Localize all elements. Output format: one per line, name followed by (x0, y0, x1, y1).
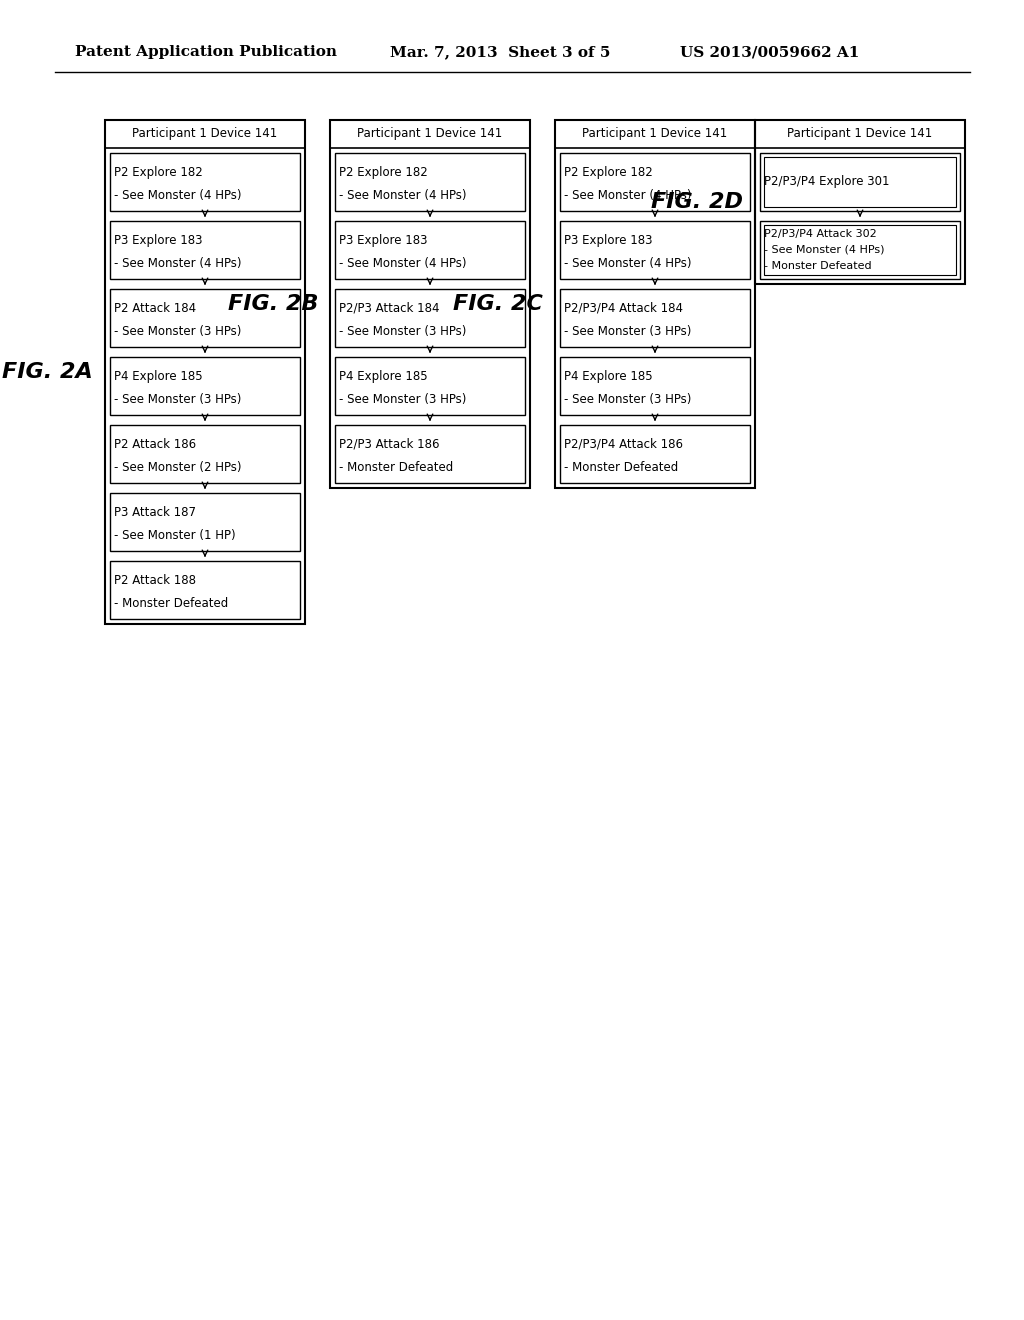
Text: - Monster Defeated: - Monster Defeated (764, 260, 871, 271)
Bar (760, 153, 961, 211)
Text: Participant 1 Device 141: Participant 1 Device 141 (583, 128, 728, 140)
Text: P2/P3/P4 Explore 301: P2/P3/P4 Explore 301 (764, 176, 890, 189)
Bar (110, 153, 300, 211)
Text: - See Monster (4 HPs): - See Monster (4 HPs) (339, 257, 467, 269)
Text: - See Monster (4 HPs): - See Monster (4 HPs) (564, 257, 691, 269)
Text: P3 Explore 183: P3 Explore 183 (564, 234, 652, 247)
Bar (110, 425, 300, 483)
Text: - Monster Defeated: - Monster Defeated (564, 461, 678, 474)
Text: P2 Attack 186: P2 Attack 186 (114, 438, 197, 450)
Text: P2/P3/P4 Attack 302: P2/P3/P4 Attack 302 (764, 230, 877, 239)
Bar (560, 425, 750, 483)
Text: Mar. 7, 2013  Sheet 3 of 5: Mar. 7, 2013 Sheet 3 of 5 (390, 45, 610, 59)
Text: - See Monster (4 HPs): - See Monster (4 HPs) (764, 246, 885, 255)
Text: Patent Application Publication: Patent Application Publication (75, 45, 337, 59)
Text: Participant 1 Device 141: Participant 1 Device 141 (787, 128, 933, 140)
Text: - See Monster (1 HP): - See Monster (1 HP) (114, 529, 236, 541)
Text: - See Monster (2 HPs): - See Monster (2 HPs) (114, 461, 242, 474)
Bar (110, 289, 300, 347)
Text: P3 Explore 183: P3 Explore 183 (339, 234, 427, 247)
Bar (335, 356, 525, 414)
Text: FIG. 2D: FIG. 2D (651, 191, 743, 213)
Bar (335, 289, 525, 347)
Bar (105, 120, 305, 624)
Text: P2 Explore 182: P2 Explore 182 (564, 165, 652, 178)
Bar (560, 356, 750, 414)
Text: Participant 1 Device 141: Participant 1 Device 141 (357, 128, 503, 140)
Text: P2 Explore 182: P2 Explore 182 (114, 165, 203, 178)
Bar (555, 120, 755, 488)
Text: P4 Explore 185: P4 Explore 185 (114, 370, 203, 383)
Text: - See Monster (4 HPs): - See Monster (4 HPs) (339, 189, 467, 202)
Text: P2 Attack 188: P2 Attack 188 (114, 574, 196, 586)
Bar (110, 220, 300, 279)
Text: - See Monster (3 HPs): - See Monster (3 HPs) (114, 325, 242, 338)
Text: - See Monster (3 HPs): - See Monster (3 HPs) (564, 393, 691, 405)
Text: P4 Explore 185: P4 Explore 185 (564, 370, 652, 383)
Text: FIG. 2B: FIG. 2B (227, 294, 318, 314)
Text: P2 Attack 184: P2 Attack 184 (114, 302, 197, 314)
Bar (764, 224, 956, 275)
Bar (755, 120, 965, 284)
Text: P3 Attack 187: P3 Attack 187 (114, 506, 196, 519)
Text: P4 Explore 185: P4 Explore 185 (339, 370, 428, 383)
Bar (110, 492, 300, 550)
Text: P2/P3 Attack 186: P2/P3 Attack 186 (339, 438, 439, 450)
Text: - See Monster (4 HPs): - See Monster (4 HPs) (564, 189, 691, 202)
Bar (330, 120, 530, 488)
Text: - Monster Defeated: - Monster Defeated (114, 597, 228, 610)
Text: FIG. 2C: FIG. 2C (454, 294, 543, 314)
Bar (560, 153, 750, 211)
Bar (335, 220, 525, 279)
Text: US 2013/0059662 A1: US 2013/0059662 A1 (680, 45, 859, 59)
Text: P2 Explore 182: P2 Explore 182 (339, 165, 428, 178)
Bar (560, 220, 750, 279)
Text: - See Monster (4 HPs): - See Monster (4 HPs) (114, 257, 242, 269)
Text: - See Monster (3 HPs): - See Monster (3 HPs) (339, 325, 466, 338)
Bar (335, 425, 525, 483)
Text: Participant 1 Device 141: Participant 1 Device 141 (132, 128, 278, 140)
Text: P2/P3/P4 Attack 184: P2/P3/P4 Attack 184 (564, 302, 683, 314)
Bar (764, 157, 956, 207)
Text: FIG. 2A: FIG. 2A (2, 362, 93, 381)
Bar (110, 356, 300, 414)
Text: P2/P3 Attack 184: P2/P3 Attack 184 (339, 302, 439, 314)
Bar (110, 561, 300, 619)
Text: P2/P3/P4 Attack 186: P2/P3/P4 Attack 186 (564, 438, 683, 450)
Bar (760, 220, 961, 279)
Text: P3 Explore 183: P3 Explore 183 (114, 234, 203, 247)
Text: - Monster Defeated: - Monster Defeated (339, 461, 454, 474)
Bar (560, 289, 750, 347)
Text: - See Monster (3 HPs): - See Monster (3 HPs) (564, 325, 691, 338)
Text: - See Monster (3 HPs): - See Monster (3 HPs) (114, 393, 242, 405)
Text: - See Monster (3 HPs): - See Monster (3 HPs) (339, 393, 466, 405)
Bar (335, 153, 525, 211)
Text: - See Monster (4 HPs): - See Monster (4 HPs) (114, 189, 242, 202)
